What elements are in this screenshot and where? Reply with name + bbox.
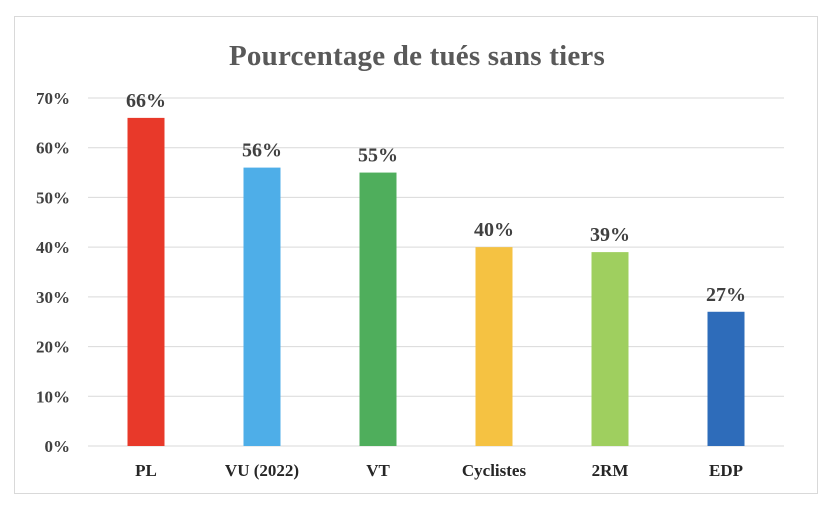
y-tick-label: 10% bbox=[36, 387, 70, 406]
y-tick-label: 20% bbox=[36, 338, 70, 357]
bar-cyclistes bbox=[475, 247, 513, 446]
x-category-label: Cyclistes bbox=[462, 461, 527, 480]
data-label: 55% bbox=[358, 145, 398, 167]
bar-pl bbox=[127, 117, 165, 446]
y-tick-label: 40% bbox=[36, 238, 70, 257]
bars bbox=[127, 117, 745, 447]
bar-vu-2022 bbox=[243, 167, 281, 446]
data-label: 56% bbox=[242, 140, 282, 162]
data-label: 40% bbox=[474, 219, 514, 241]
data-label: 27% bbox=[706, 284, 746, 306]
bar-vt bbox=[359, 172, 397, 447]
bar-2rm bbox=[591, 252, 629, 446]
x-axis-labels: PL VU (2022) VT Cyclistes 2RM EDP bbox=[135, 461, 743, 480]
x-category-label: PL bbox=[135, 461, 157, 480]
chart-title: Pourcentage de tués sans tiers bbox=[229, 40, 605, 72]
x-category-label: EDP bbox=[709, 461, 743, 480]
y-tick-label: 60% bbox=[36, 139, 70, 158]
x-category-label: 2RM bbox=[592, 461, 629, 480]
x-category-label: VT bbox=[366, 461, 390, 480]
data-labels: 66% 56% 55% 40% 39% 27% bbox=[126, 90, 746, 306]
bar-edp bbox=[707, 311, 745, 446]
y-tick-label: 30% bbox=[36, 288, 70, 307]
y-tick-label: 50% bbox=[36, 188, 70, 207]
y-tick-label: 0% bbox=[45, 437, 71, 456]
y-tick-label: 70% bbox=[36, 89, 70, 108]
y-axis-ticks: 0% 10% 20% 30% 40% 50% 60% 70% bbox=[36, 89, 70, 456]
data-label: 66% bbox=[126, 90, 166, 112]
x-category-label: VU (2022) bbox=[225, 461, 299, 480]
gridlines bbox=[88, 97, 784, 447]
data-label: 39% bbox=[590, 224, 630, 246]
